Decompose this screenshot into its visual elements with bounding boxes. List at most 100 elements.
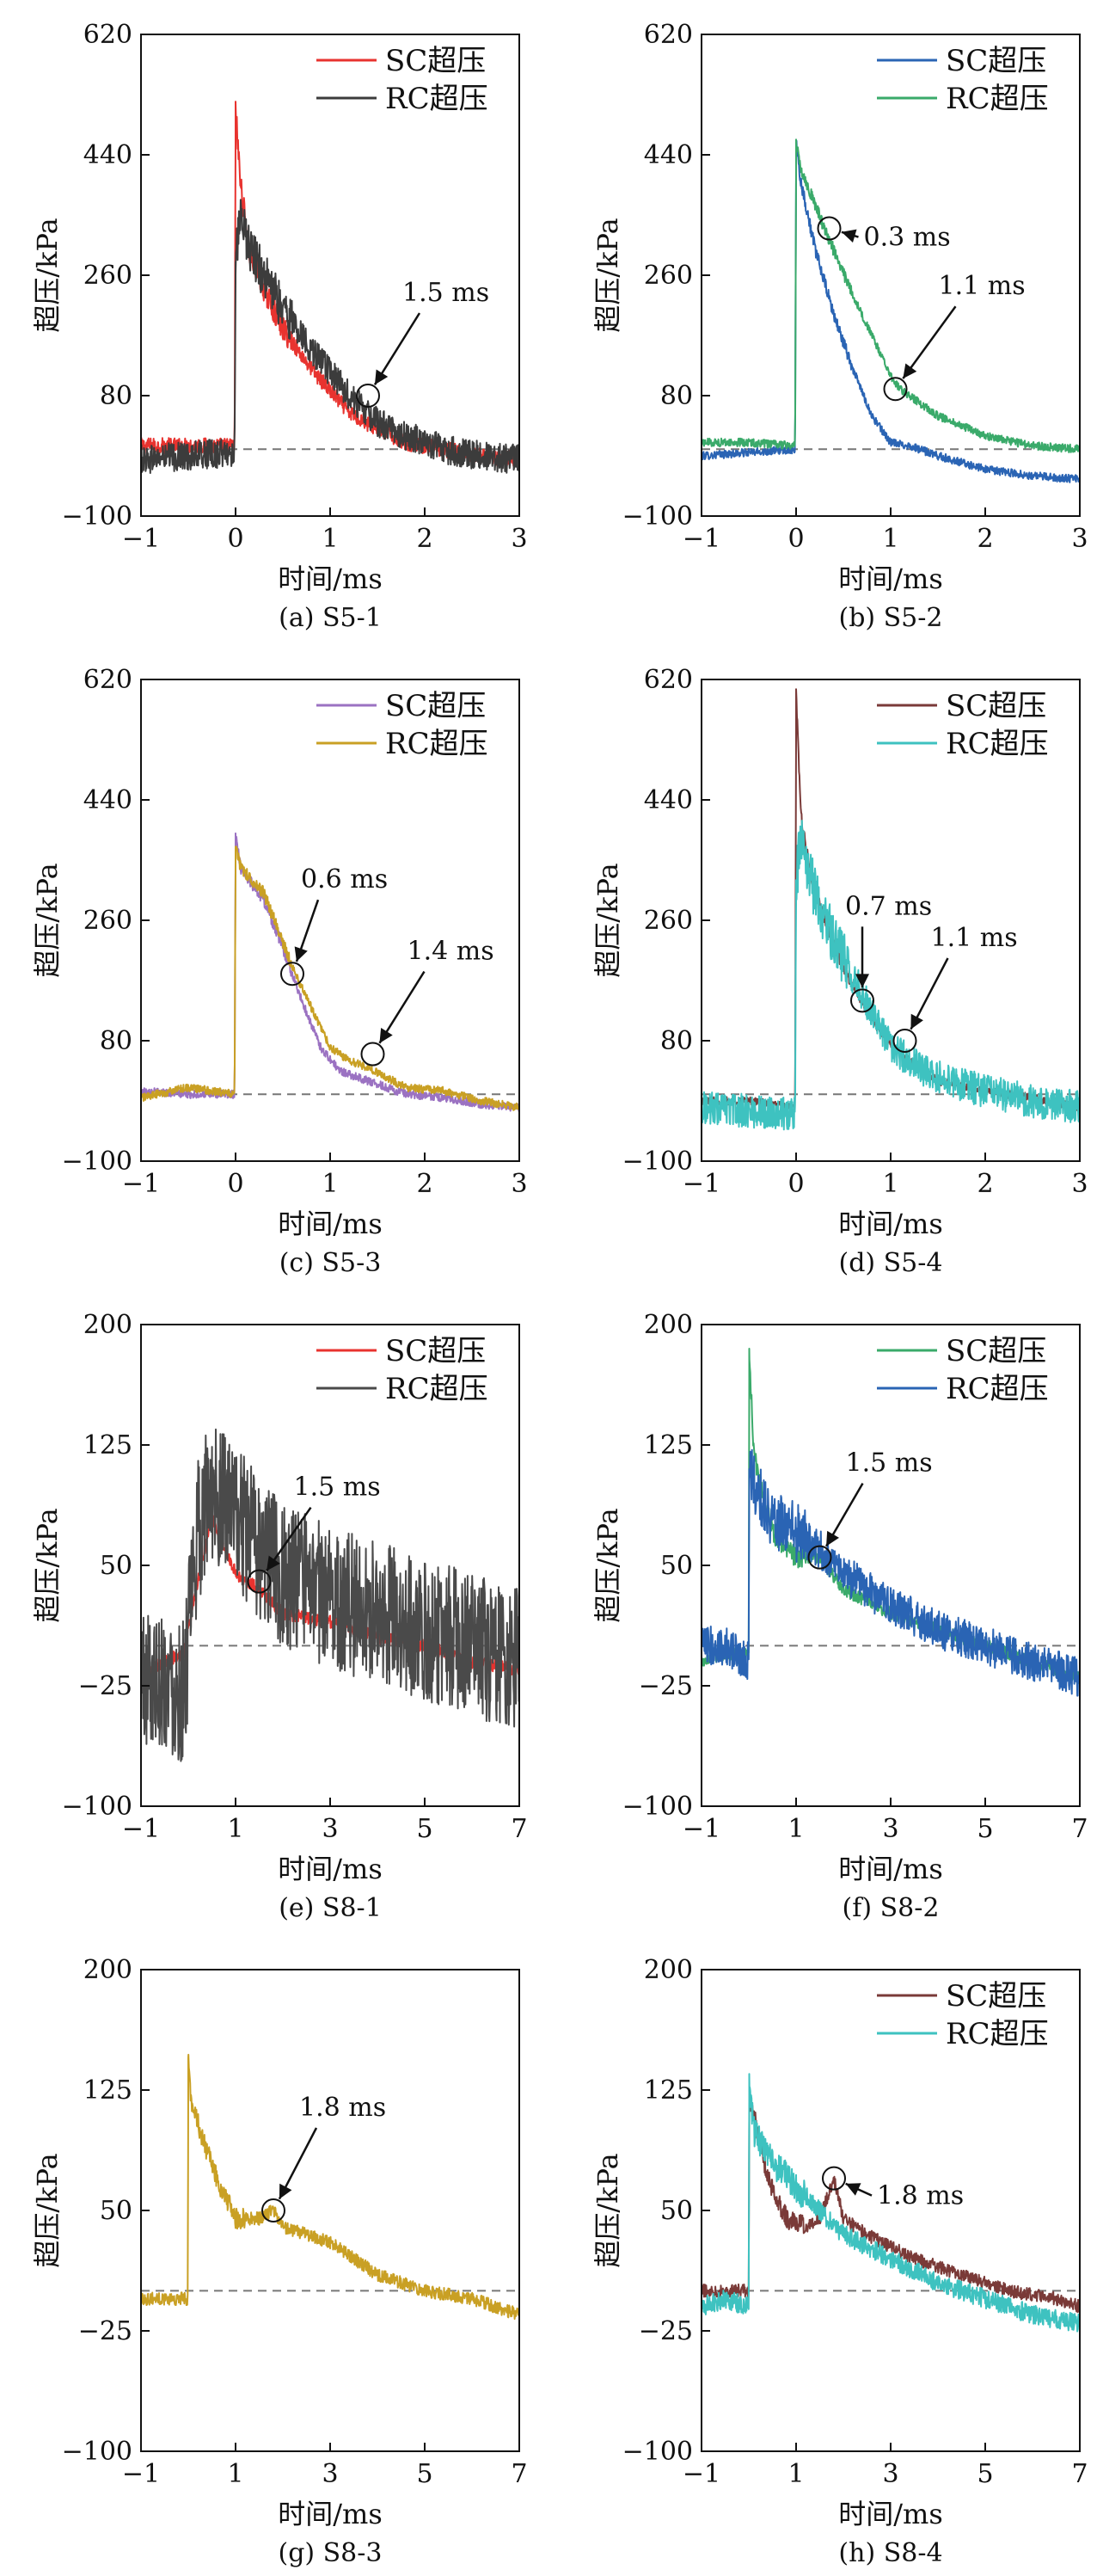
x-tick-label: 0 (788, 1169, 804, 1199)
plot-frame (140, 1969, 520, 2452)
legend-label: RC超压 (385, 727, 488, 761)
panel-caption: (g) S8-3 (278, 2538, 382, 2568)
panel-3: −100 80 260 440 620 −1 0 1 2 3 时间/ms 超压/kPa (d) S5-4… (591, 665, 1088, 1278)
annotation-arrow (902, 305, 957, 379)
y-tick-label: −100 (62, 1792, 132, 1822)
x-axis-label: 时间/ms (278, 2498, 383, 2530)
x-tick-label: 0 (227, 524, 243, 554)
x-tick-label: 1 (227, 1814, 243, 1844)
x-tick-label: 3 (882, 1814, 898, 1844)
x-axis-label: 时间/ms (278, 563, 383, 595)
y-tick-label: 620 (83, 20, 132, 50)
x-axis-label: 时间/ms (278, 1853, 383, 1885)
x-tick-label: 7 (1071, 1814, 1088, 1844)
annotation-marker (261, 2198, 285, 2222)
panel-caption: (f) S8-2 (843, 1893, 940, 1923)
y-tick-label: 200 (644, 1310, 693, 1340)
y-tick-label: 260 (644, 261, 693, 291)
panel-5: −100 −25 50 125 200 −1 1 3 5 7 时间/ms 超压/kPa (f) S8-2… (591, 1310, 1088, 1923)
panel-0: −100 80 260 440 620 −1 0 1 2 3 时间/ms 超压/kPa (a) S5-1… (31, 20, 528, 633)
y-tick-label: 125 (83, 1430, 132, 1460)
annotation-label: 1.8 ms (299, 2093, 386, 2123)
series-line-1 (702, 2073, 1080, 2333)
y-tick-label: −100 (622, 501, 693, 532)
y-tick-label: 440 (83, 785, 132, 815)
y-tick-label: 620 (644, 665, 693, 695)
y-tick-label: −100 (622, 1147, 693, 1177)
x-axis-label: 时间/ms (278, 1208, 383, 1240)
legend-label: SC超压 (385, 689, 486, 723)
x-tick-label: 7 (511, 2459, 527, 2489)
panel-caption: (h) S8-4 (838, 2538, 942, 2568)
series-line-0 (702, 139, 1080, 483)
x-tick-label: 5 (416, 1814, 432, 1844)
x-tick-label: 3 (882, 2459, 898, 2489)
x-tick-label: 2 (977, 524, 993, 554)
annotation-arrowhead (279, 2183, 292, 2199)
y-tick-label: −25 (78, 2316, 132, 2346)
annotation-arrowhead (841, 229, 857, 243)
annotation-arrow (373, 312, 421, 385)
y-axis-label: 超压/kPa (591, 2153, 624, 2267)
x-tick-label: −1 (683, 524, 720, 554)
x-tick-label: 3 (322, 2459, 338, 2489)
x-tick-label: −1 (122, 2459, 160, 2489)
y-tick-label: −100 (62, 501, 132, 532)
x-tick-label: −1 (122, 524, 160, 554)
legend-label: RC超压 (946, 727, 1049, 761)
y-tick-label: −25 (639, 2316, 693, 2346)
annotation-marker (892, 1029, 917, 1053)
y-tick-label: −100 (622, 1792, 693, 1822)
legend-label: RC超压 (385, 1372, 488, 1406)
x-tick-label: 0 (227, 1169, 243, 1199)
y-tick-label: 80 (100, 381, 132, 411)
x-tick-label: 1 (882, 1169, 898, 1199)
x-tick-label: 1 (322, 524, 338, 554)
panel-1: −100 80 260 440 620 −1 0 1 2 3 时间/ms 超压/kPa (b) S5-2… (591, 20, 1088, 633)
x-axis-label: 时间/ms (838, 563, 943, 595)
x-tick-label: 5 (416, 2459, 432, 2489)
y-tick-label: 200 (644, 1955, 693, 1985)
annotation-label: 1.5 ms (402, 278, 489, 308)
y-tick-label: 200 (83, 1310, 132, 1340)
y-tick-label: 620 (83, 665, 132, 695)
y-tick-label: −25 (78, 1671, 132, 1701)
y-axis-label: 超压/kPa (591, 218, 624, 332)
y-axis-label: 超压/kPa (31, 218, 64, 332)
y-tick-label: 80 (660, 1026, 693, 1056)
x-axis-label: 时间/ms (838, 1853, 943, 1885)
x-tick-label: 1 (882, 524, 898, 554)
series-line-0 (141, 832, 519, 1112)
annotation-arrowhead (845, 2183, 861, 2196)
y-tick-label: 125 (644, 1430, 693, 1460)
y-tick-label: 125 (83, 2075, 132, 2106)
y-tick-label: −100 (622, 2437, 693, 2467)
series-line-1 (702, 1448, 1080, 1697)
x-tick-label: 3 (1071, 524, 1088, 554)
x-tick-label: 0 (788, 524, 804, 554)
annotation-arrowhead (826, 1530, 839, 1546)
x-tick-label: −1 (683, 2459, 720, 2489)
legend-label: SC超压 (946, 689, 1046, 723)
annotation-label: 1.5 ms (846, 1448, 933, 1479)
annotation-marker (280, 962, 304, 987)
annotation-arrowhead (903, 363, 917, 379)
annotation-marker (356, 384, 380, 408)
legend-label: RC超压 (385, 82, 488, 116)
x-axis-label: 时间/ms (838, 1208, 943, 1240)
legend-label: RC超压 (946, 1372, 1049, 1406)
annotation-arrowhead (294, 946, 308, 962)
series-line-1 (141, 199, 519, 474)
y-axis-label: 超压/kPa (31, 2153, 64, 2267)
x-tick-label: 7 (511, 1814, 527, 1844)
y-tick-label: −100 (62, 2437, 132, 2467)
y-axis-label: 超压/kPa (591, 1508, 624, 1622)
annotation-marker (817, 216, 842, 241)
legend-label: SC超压 (946, 1979, 1046, 2013)
annotation-marker (360, 1042, 385, 1067)
series-line-1 (702, 138, 1080, 453)
y-tick-label: 50 (660, 2196, 693, 2226)
y-tick-label: 260 (83, 261, 132, 291)
x-tick-label: 1 (322, 1169, 338, 1199)
